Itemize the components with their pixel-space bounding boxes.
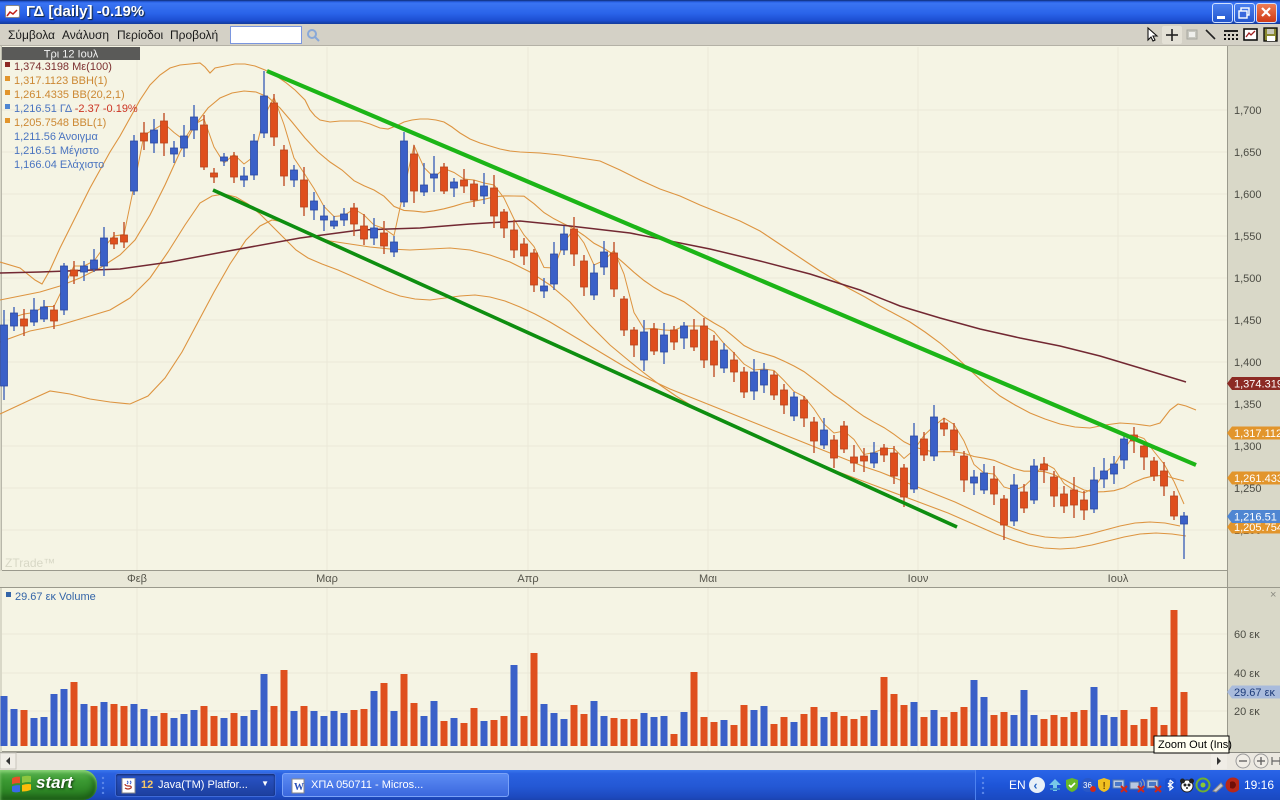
svg-text:Απρ: Απρ: [517, 573, 538, 585]
svg-text:1,216.51: 1,216.51: [1234, 512, 1277, 524]
svg-text:40 εκ: 40 εκ: [1234, 668, 1260, 680]
svg-text:1,300: 1,300: [1234, 441, 1262, 453]
svg-text:1,500: 1,500: [1234, 273, 1262, 285]
svg-text:1,216.51 ΓΔ -2.37 -0.19%: 1,216.51 ΓΔ -2.37 -0.19%: [14, 103, 138, 115]
svg-text:Μαι: Μαι: [699, 573, 718, 585]
svg-text:‹: ‹: [1034, 779, 1038, 793]
svg-text:Μαρ: Μαρ: [316, 573, 338, 585]
svg-text:1,205.754: 1,205.754: [1234, 522, 1280, 534]
svg-text:1,166.04 Ελάχιστο: 1,166.04 Ελάχιστο: [14, 159, 104, 171]
svg-text:1,450: 1,450: [1234, 315, 1262, 327]
svg-text:1,216.51 Μέγιστο: 1,216.51 Μέγιστο: [14, 145, 99, 157]
svg-text:1,700: 1,700: [1234, 105, 1262, 117]
svg-text:36: 36: [1083, 781, 1092, 790]
svg-text:1,317.112: 1,317.112: [1234, 428, 1280, 440]
svg-text:ZTrade™: ZTrade™: [5, 556, 55, 570]
svg-text:1,650: 1,650: [1234, 147, 1262, 159]
svg-text:1,261.4335 BB(20,2,1): 1,261.4335 BB(20,2,1): [14, 89, 125, 101]
svg-text:1,374.319: 1,374.319: [1234, 379, 1280, 391]
svg-text:×: ×: [1270, 589, 1276, 601]
svg-text:Φεβ: Φεβ: [127, 573, 147, 585]
svg-text:1,250: 1,250: [1234, 483, 1262, 495]
svg-text:29.67 εκ: 29.67 εκ: [1234, 687, 1275, 699]
svg-text:1,600: 1,600: [1234, 189, 1262, 201]
svg-text:1,400: 1,400: [1234, 357, 1262, 369]
svg-text:29.67 εκ Volume: 29.67 εκ Volume: [15, 591, 96, 603]
svg-text:Ιουλ: Ιουλ: [1108, 573, 1129, 585]
svg-text:Ιουν: Ιουν: [908, 573, 929, 585]
svg-text:1,205.7548 BBL(1): 1,205.7548 BBL(1): [14, 117, 106, 129]
svg-text:1,261.433: 1,261.433: [1234, 473, 1280, 485]
svg-text:!: !: [1103, 781, 1106, 792]
svg-text:Zoom Out (Ins): Zoom Out (Ins): [1158, 739, 1232, 751]
svg-text:1,317.1123 BBH(1): 1,317.1123 BBH(1): [14, 75, 107, 87]
svg-text:1,211.56 Άνοιγμα: 1,211.56 Άνοιγμα: [14, 131, 98, 143]
svg-text:1,350: 1,350: [1234, 399, 1262, 411]
svg-text:60 εκ: 60 εκ: [1234, 629, 1260, 641]
svg-text:20 εκ: 20 εκ: [1234, 706, 1260, 718]
svg-text:1,374.3198 Με(100): 1,374.3198 Με(100): [14, 61, 112, 73]
svg-text:Τρι 12 Ιουλ: Τρι 12 Ιουλ: [44, 49, 99, 61]
svg-text:W: W: [294, 782, 304, 793]
svg-text:1,550: 1,550: [1234, 231, 1262, 243]
